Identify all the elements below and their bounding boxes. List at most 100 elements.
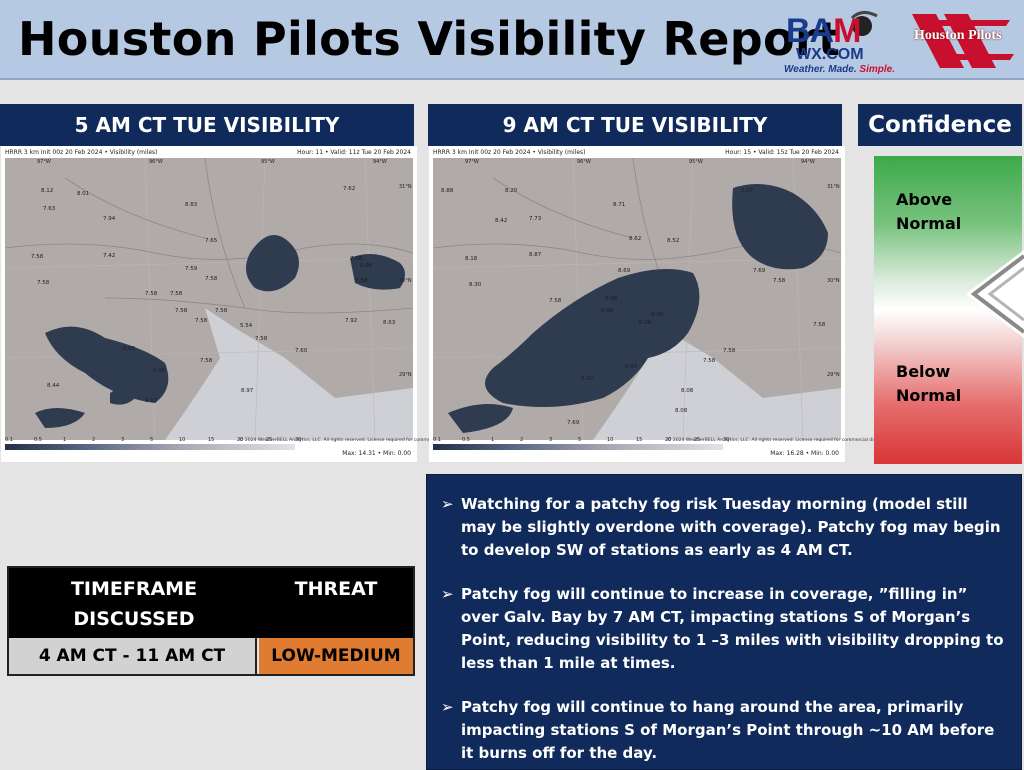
station-value: 0.00	[123, 346, 136, 352]
station-value: 8.44	[47, 383, 60, 389]
map1-valid-time: Hour: 11 • Valid: 11z Tue 20 Feb 2024	[297, 149, 411, 156]
map1-visibility: HRRR 3 km Init 00z 20 Feb 2024 • Visibil…	[1, 146, 469, 462]
map2-visibility: HRRR 3 km Init 00z 20 Feb 2024 • Visibil…	[429, 146, 897, 462]
map2-copyright: © 2024 WeatherBELL Analytics, LLC. All r…	[667, 438, 897, 443]
station-value: 8.87	[529, 252, 542, 258]
map2-colorbar	[433, 444, 723, 450]
longitude-label: 95°W	[261, 159, 275, 165]
map2-heading: 9 AM CT TUE VISIBILITY	[428, 104, 842, 146]
threat-column-header: THREAT	[294, 578, 378, 600]
station-value: 8.08	[675, 408, 688, 414]
station-value: 8.12	[41, 188, 54, 194]
station-value: 8.71	[613, 202, 626, 208]
station-value: 7.69	[753, 268, 766, 274]
station-value: 8.01	[77, 191, 90, 197]
latitude-label: 31°N	[399, 184, 412, 190]
station-value: 7.94	[103, 216, 116, 222]
station-value: 7.58	[549, 298, 562, 304]
station-value: 7.58	[37, 280, 50, 286]
longitude-label: 96°W	[577, 159, 591, 165]
latitude-label: 29°N	[827, 372, 840, 378]
map2-maxmin: Max: 16.28 • Min: 0.00	[770, 450, 839, 457]
station-value: 7.62	[343, 186, 356, 192]
station-value: 7.58	[773, 278, 786, 284]
station-value: 7.42	[103, 253, 116, 259]
station-value: 0.00	[651, 312, 664, 318]
longitude-label: 97°W	[465, 159, 479, 165]
threat-table-header: TIMEFRAME DISCUSSED THREAT	[9, 568, 413, 638]
station-value: 7.69	[567, 420, 580, 426]
latitude-label: 30°N	[827, 278, 840, 284]
map2-caption: HRRR 3 km Init 00z 20 Feb 2024 • Visibil…	[433, 149, 586, 156]
bam-site: WX.COM	[796, 46, 864, 63]
station-value: 8.63	[383, 320, 396, 326]
colorbar-tick-label: 3	[549, 437, 553, 443]
station-value: 7.58	[215, 308, 228, 314]
colorbar-tick-label: 20	[237, 437, 244, 443]
station-value: 8.42	[495, 218, 508, 224]
station-value: 8.18	[465, 256, 478, 262]
forecast-note: ➢ Watching for a patchy fog risk Tuesday …	[441, 495, 1001, 559]
colorbar-tick-label: 15	[636, 437, 643, 443]
station-value: 0.06	[639, 320, 652, 326]
station-value: 8.83	[185, 202, 198, 208]
latitude-label: 30°N	[399, 278, 412, 284]
station-value: 7.58	[31, 254, 44, 260]
colorbar-tick-label: 1	[491, 437, 495, 443]
colorbar-tick-label: 30	[723, 437, 730, 443]
longitude-label: 96°W	[149, 159, 163, 165]
station-value: 8.30	[469, 282, 482, 288]
colorbar-tick-label: 3	[121, 437, 125, 443]
bam-wordmark: BAM	[786, 12, 861, 50]
colorbar-tick-label: 20	[665, 437, 672, 443]
timeframe-column-header: TIMEFRAME DISCUSSED	[70, 578, 198, 630]
colorbar-tick-label: 2	[520, 437, 524, 443]
station-value: 7.58	[205, 276, 218, 282]
confidence-pointer-icon	[966, 250, 1024, 338]
station-value: 7.58	[813, 322, 826, 328]
station-value: 0.02	[581, 376, 594, 382]
station-value: 8.52	[667, 238, 680, 244]
bamwx-logo: BAM WX.COM Weather. Made. Simple.	[782, 8, 902, 75]
station-value: 7.58	[200, 358, 213, 364]
longitude-label: 95°W	[689, 159, 703, 165]
station-value: 7.65	[205, 238, 218, 244]
map1-colorbar	[5, 444, 295, 450]
confidence-heading: Confidence	[858, 104, 1022, 146]
colorbar-tick-label: 5	[578, 437, 582, 443]
colorbar-tick-label: 0.5	[462, 437, 470, 443]
station-value: 7.59	[185, 266, 198, 272]
station-value: 8.97	[241, 388, 254, 394]
colorbar-tick-label: 10	[179, 437, 186, 443]
map2-canvas: 8.88 8.20 8.71 8.42 7.73 8.62 8.52 0.07 8.18 8.87…	[433, 158, 841, 440]
confidence-below-label: Below Normal	[896, 362, 962, 405]
station-value: 7.58	[350, 256, 363, 262]
station-value: 7.60	[295, 348, 308, 354]
colorbar-tick-label: 15	[208, 437, 215, 443]
page-title: Houston Pilots Visibility Report	[18, 12, 841, 66]
station-value: 7.58	[723, 348, 736, 354]
header-banner: Houston Pilots Visibility Report BAM WX.…	[0, 0, 1024, 80]
station-value: 9.17	[145, 398, 158, 404]
confidence-above-label: Above Normal	[896, 190, 962, 233]
forecast-notes-panel: ➢ Watching for a patchy fog risk Tuesday …	[426, 474, 1022, 770]
map1-caption: HRRR 3 km Init 00z 20 Feb 2024 • Visibil…	[5, 149, 158, 156]
station-value: 0.06	[601, 308, 614, 314]
colorbar-tick-label: 1	[63, 437, 67, 443]
map1-maxmin: Max: 14.31 • Min: 0.00	[342, 450, 411, 457]
colorbar-tick-label: 0.1	[433, 437, 441, 443]
latitude-label: 31°N	[827, 184, 840, 190]
arrow-bullet-icon: ➢	[441, 495, 454, 513]
station-value: 7.58	[175, 308, 188, 314]
station-value: 7.63	[43, 206, 56, 212]
station-value: 0.06	[605, 296, 618, 302]
station-value: 7.58	[145, 291, 158, 297]
colorbar-tick-label: 0.1	[5, 437, 13, 443]
station-value: 0.07	[741, 188, 754, 194]
station-value: 7.58	[255, 336, 268, 342]
colorbar-tick-label: 0.5	[34, 437, 42, 443]
station-value: 8.08	[681, 388, 694, 394]
map2-valid-time: Hour: 15 • Valid: 15z Tue 20 Feb 2024	[725, 149, 839, 156]
longitude-label: 94°W	[373, 159, 387, 165]
station-value: 7.58	[703, 358, 716, 364]
